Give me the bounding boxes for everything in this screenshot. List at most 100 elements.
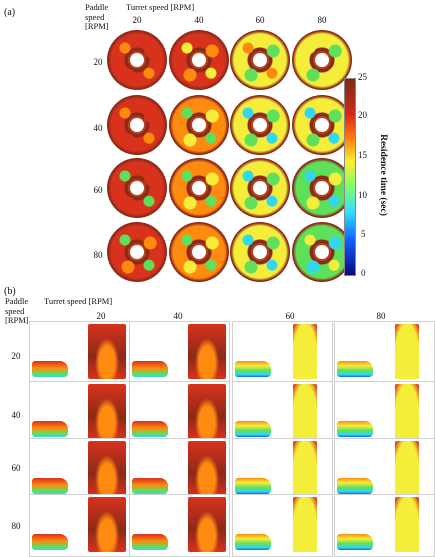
bottom-bed-region — [132, 361, 168, 377]
bottom-bed-region — [132, 534, 168, 550]
ring-center-hole — [315, 53, 329, 67]
colorbar — [344, 78, 356, 276]
ring-center-hole — [192, 53, 206, 67]
residence-time-ring — [292, 222, 352, 282]
ring-center-hole — [253, 118, 267, 132]
ring-center-hole — [315, 245, 329, 259]
side-column-region — [395, 497, 419, 552]
cross-section-cell — [334, 321, 435, 384]
panel-a-col-header: Turret speed [RPM] — [126, 2, 195, 12]
residence-time-ring — [107, 30, 167, 90]
residence-time-ring — [292, 158, 352, 218]
bottom-bed-region — [32, 478, 68, 494]
bottom-bed-region — [337, 421, 373, 437]
bottom-bed-region — [235, 534, 271, 550]
cross-section-cell — [129, 381, 230, 444]
ring-center-hole — [315, 181, 329, 195]
ring-center-hole — [315, 118, 329, 132]
side-column-region — [188, 324, 226, 379]
panel-b-row-label: 60 — [11, 463, 21, 473]
panel-a-row-label: 40 — [93, 123, 103, 133]
panel-b-row-header: Paddle speed [RPM] — [5, 296, 29, 325]
side-column-region — [395, 441, 419, 496]
bottom-bed-region — [337, 361, 373, 377]
bottom-bed-region — [337, 478, 373, 494]
cross-section-cell — [232, 321, 333, 384]
side-column-region — [395, 324, 419, 379]
panel-a-row-header: Paddle speed [RPM] — [85, 2, 109, 31]
residence-time-ring — [169, 158, 229, 218]
cross-section-cell — [334, 381, 435, 444]
ring-center-hole — [192, 181, 206, 195]
side-column-region — [188, 384, 226, 439]
bottom-bed-region — [235, 361, 271, 377]
side-column-region — [188, 497, 226, 552]
side-column-region — [293, 384, 317, 439]
bottom-bed-region — [235, 478, 271, 494]
bottom-bed-region — [32, 421, 68, 437]
panel-b-row-label: 40 — [11, 410, 21, 420]
side-column-region — [188, 441, 226, 496]
residence-time-ring — [107, 222, 167, 282]
residence-time-ring — [292, 30, 352, 90]
side-column-region — [88, 324, 126, 379]
colorbar-tick: 20 — [358, 110, 367, 120]
ring-center-hole — [130, 181, 144, 195]
cross-section-cell — [232, 494, 333, 557]
panel-a-letter: (a) — [4, 7, 16, 18]
panel-b-row-label: 20 — [11, 351, 21, 361]
bottom-bed-region — [32, 534, 68, 550]
side-column-region — [293, 441, 317, 496]
panel-b-letter: (b) — [4, 286, 16, 297]
ring-center-hole — [130, 118, 144, 132]
cross-section-cell — [232, 381, 333, 444]
colorbar-tick: 10 — [358, 190, 367, 200]
cross-section-cell — [232, 438, 333, 501]
cross-section-cell — [29, 381, 130, 444]
side-column-region — [395, 384, 419, 439]
panel-a-col-label: 40 — [194, 15, 204, 25]
residence-time-ring — [169, 30, 229, 90]
residence-time-ring — [169, 222, 229, 282]
side-column-region — [293, 497, 317, 552]
panel-a-row-label: 20 — [93, 57, 103, 67]
panel-b-row-label: 80 — [11, 521, 21, 531]
bottom-bed-region — [132, 478, 168, 494]
residence-time-ring — [169, 95, 229, 155]
ring-center-hole — [130, 53, 144, 67]
cross-section-cell — [29, 494, 130, 557]
bottom-bed-region — [32, 361, 68, 377]
residence-time-ring — [230, 222, 290, 282]
bottom-bed-region — [337, 534, 373, 550]
residence-time-ring — [230, 158, 290, 218]
panel-b-col-header: Turret speed [RPM] — [44, 296, 113, 306]
cross-section-cell — [334, 494, 435, 557]
cross-section-cell — [29, 438, 130, 501]
residence-time-ring — [230, 30, 290, 90]
ring-center-hole — [192, 118, 206, 132]
cross-section-cell — [129, 321, 230, 384]
cross-section-cell — [334, 438, 435, 501]
colorbar-tick: 0 — [361, 268, 366, 278]
ring-center-hole — [192, 245, 206, 259]
colorbar-tick: 15 — [358, 150, 367, 160]
bottom-bed-region — [235, 421, 271, 437]
panel-a-row-label: 80 — [93, 250, 103, 260]
panel-b-col-label: 60 — [285, 311, 295, 321]
panel-b-col-label: 80 — [376, 311, 386, 321]
residence-time-ring — [107, 95, 167, 155]
side-column-region — [88, 441, 126, 496]
residence-time-ring — [230, 95, 290, 155]
panel-a-col-label: 20 — [132, 15, 142, 25]
side-column-region — [88, 497, 126, 552]
colorbar-title: Residence time (sec) — [378, 134, 388, 216]
panel-b-col-label: 20 — [96, 311, 106, 321]
residence-time-ring — [292, 95, 352, 155]
residence-time-ring — [107, 158, 167, 218]
side-column-region — [293, 324, 317, 379]
ring-center-hole — [253, 53, 267, 67]
cross-section-cell — [29, 321, 130, 384]
panel-a-col-label: 80 — [317, 15, 327, 25]
panel-b-col-label: 40 — [173, 311, 183, 321]
bottom-bed-region — [132, 421, 168, 437]
